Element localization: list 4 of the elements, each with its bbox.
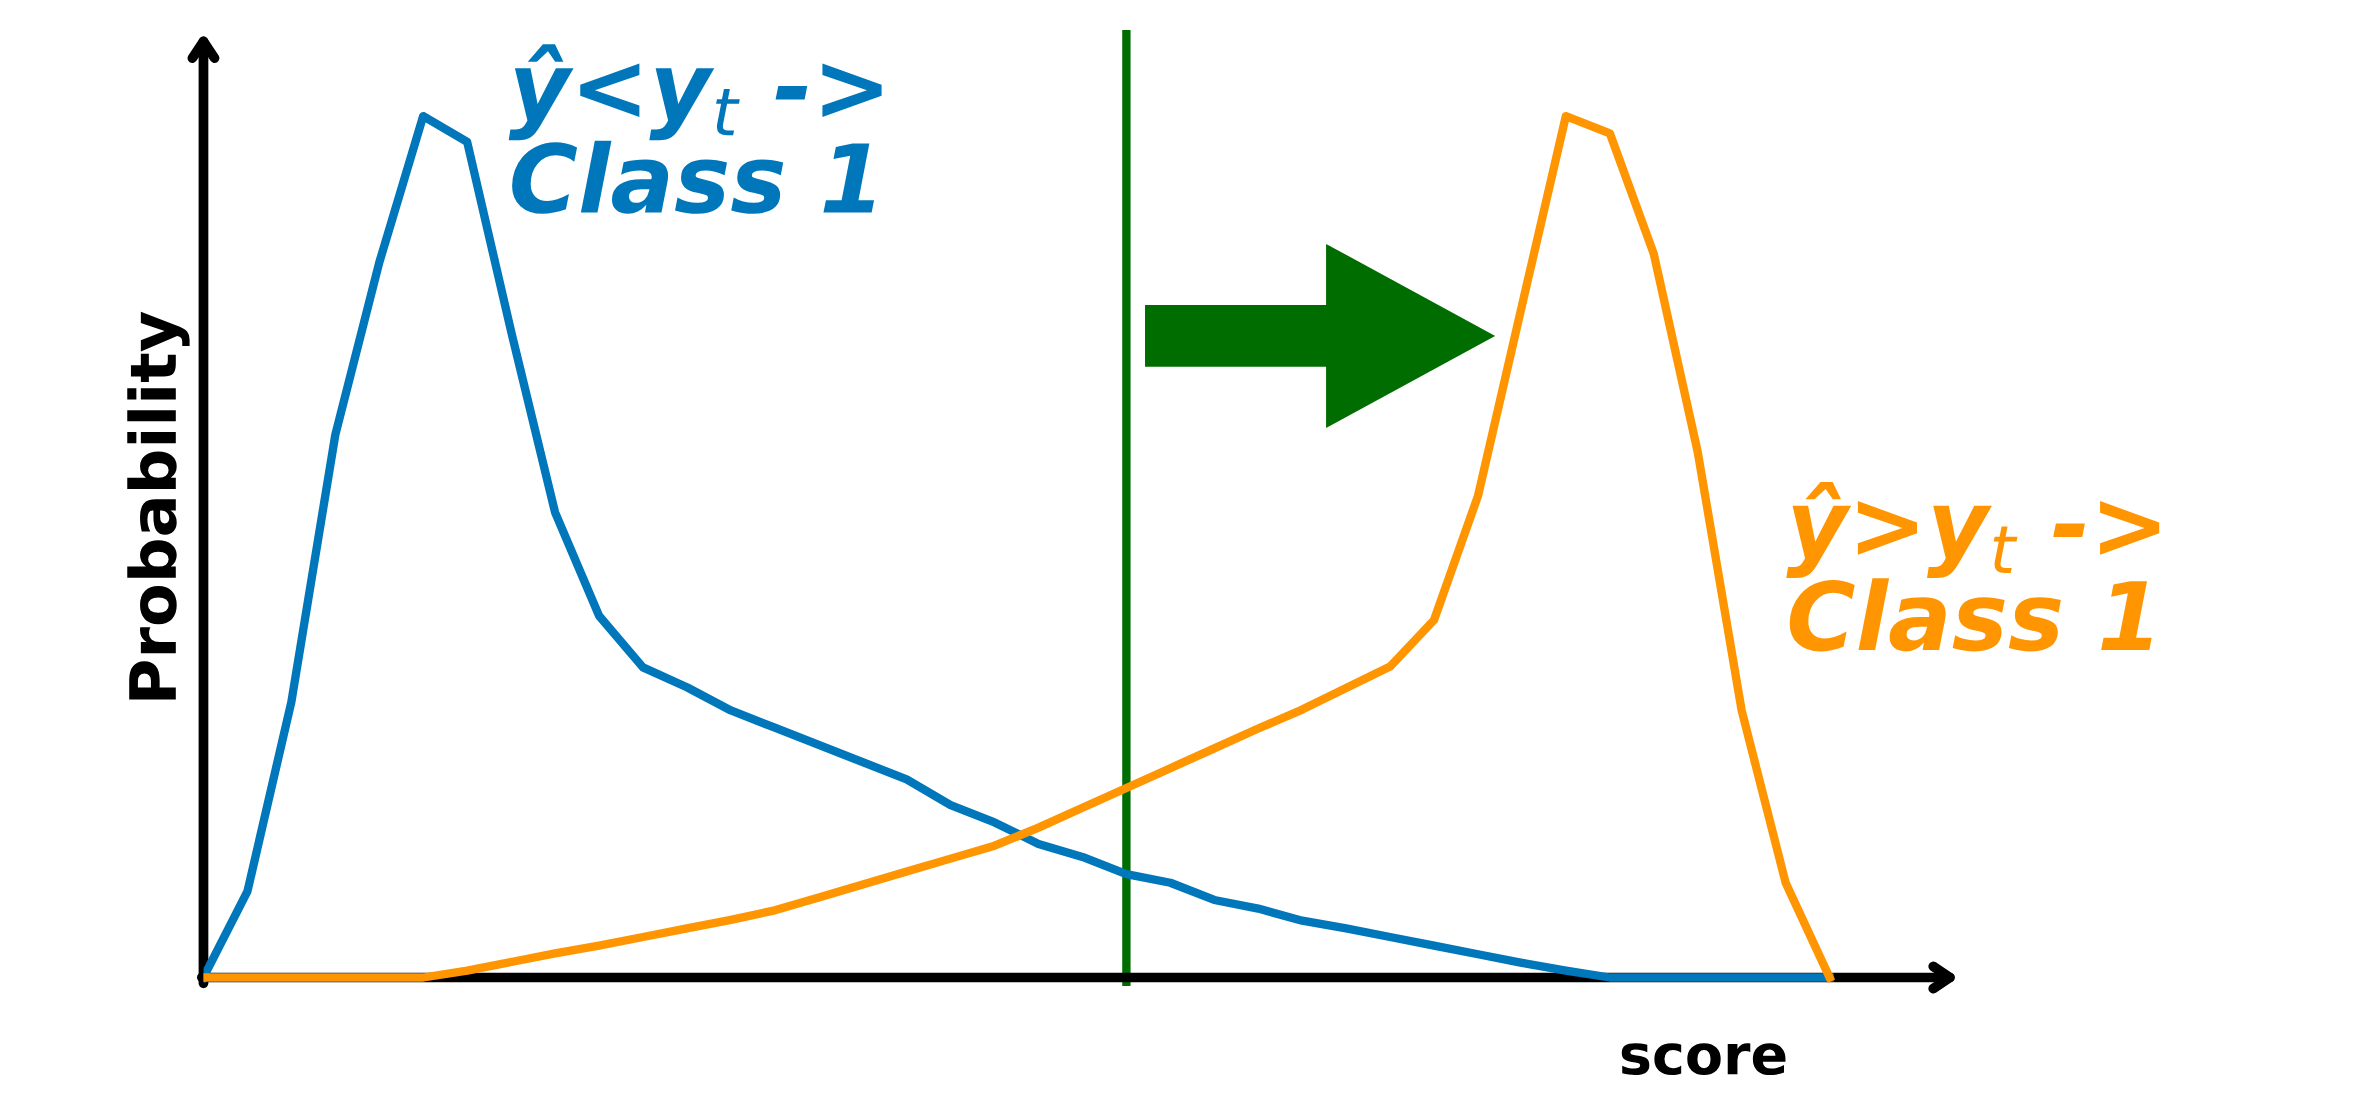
y-axis-title: Probability: [127, 311, 190, 700]
x-axis-title: score: [1621, 1043, 1786, 1076]
annotation: ŷ<y$_{t}$ -> Class 1: [508, 44, 882, 214]
annotation: ŷ>y$_{t}$ -> Class 1: [1786, 481, 2160, 652]
